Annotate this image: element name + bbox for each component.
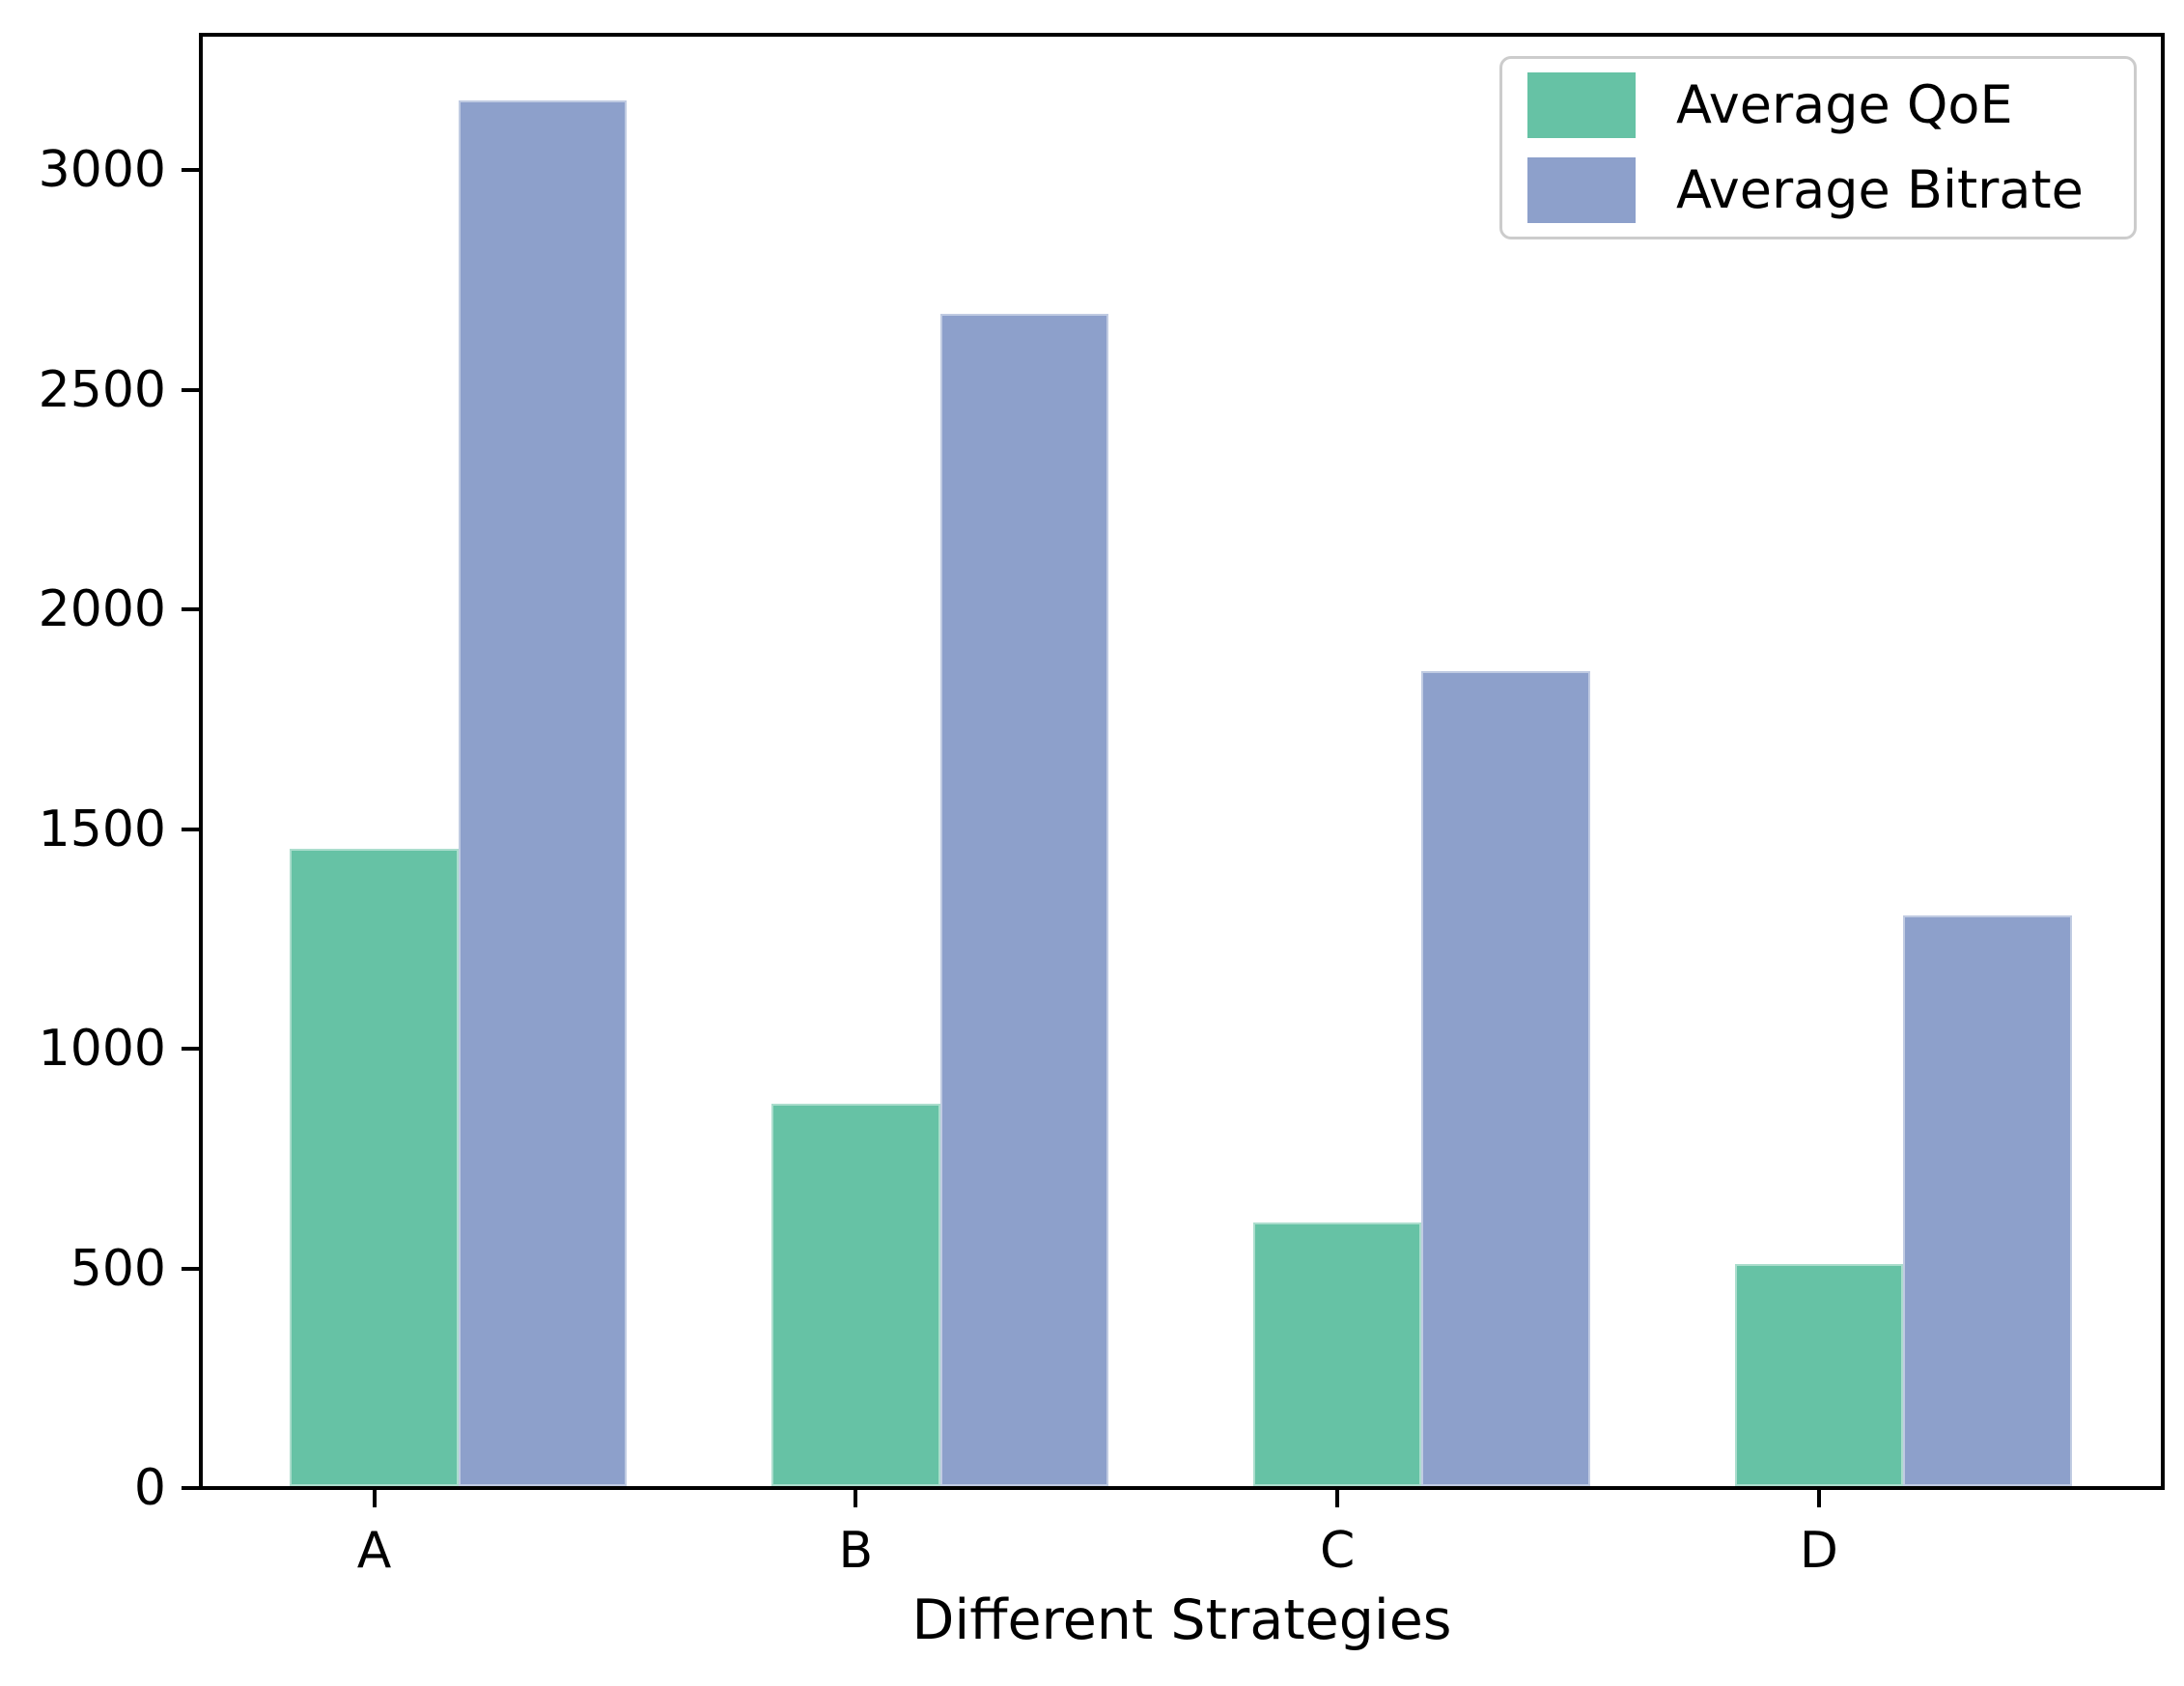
bar-average-qoe-a [290,849,459,1486]
y-tick-mark-1000 [182,1047,199,1052]
x-tick-label-a: A [356,1522,392,1580]
bar-average-qoe-b [771,1104,940,1486]
y-tick-label-1500: 1500 [38,800,166,858]
y-tick-mark-2500 [182,387,199,392]
legend-label-average-bitrate: Average Bitrate [1676,159,2084,220]
legend-item-average-qoe: Average QoE [1527,72,2134,138]
y-tick-mark-0 [182,1486,199,1490]
bar-average-bitrate-c [1421,671,1590,1486]
y-tick-label-500: 500 [70,1239,166,1298]
bar-average-bitrate-d [1903,914,2072,1486]
bar-average-qoe-c [1252,1222,1422,1486]
x-tick-label-b: B [838,1522,874,1580]
y-tick-label-1000: 1000 [38,1020,166,1079]
y-tick-mark-3000 [182,168,199,173]
x-tick-mark-b [854,1490,858,1507]
y-tick-label-2500: 2500 [38,360,166,419]
x-tick-label-c: C [1319,1522,1356,1580]
x-tick-label-d: D [1799,1522,1838,1580]
y-tick-mark-2000 [182,607,199,612]
legend: Average QoE Average Bitrate [1499,56,2137,239]
bar-average-qoe-d [1734,1264,1904,1486]
y-tick-mark-1500 [182,827,199,831]
bar-average-bitrate-b [939,313,1109,1486]
x-tick-mark-c [1335,1490,1340,1507]
bar-average-bitrate-a [458,99,628,1486]
legend-item-average-bitrate: Average Bitrate [1527,157,2134,223]
y-tick-label-0: 0 [133,1459,166,1517]
y-tick-label-2000: 2000 [38,580,166,639]
x-axis-title: Different Strategies [911,1588,1452,1652]
legend-label-average-qoe: Average QoE [1676,74,2013,135]
x-tick-mark-d [1816,1490,1821,1507]
x-tick-mark-a [372,1490,377,1507]
legend-swatch-average-bitrate [1527,157,1636,223]
y-tick-label-3000: 3000 [38,141,166,200]
y-tick-mark-500 [182,1266,199,1271]
legend-swatch-average-qoe [1527,72,1636,138]
